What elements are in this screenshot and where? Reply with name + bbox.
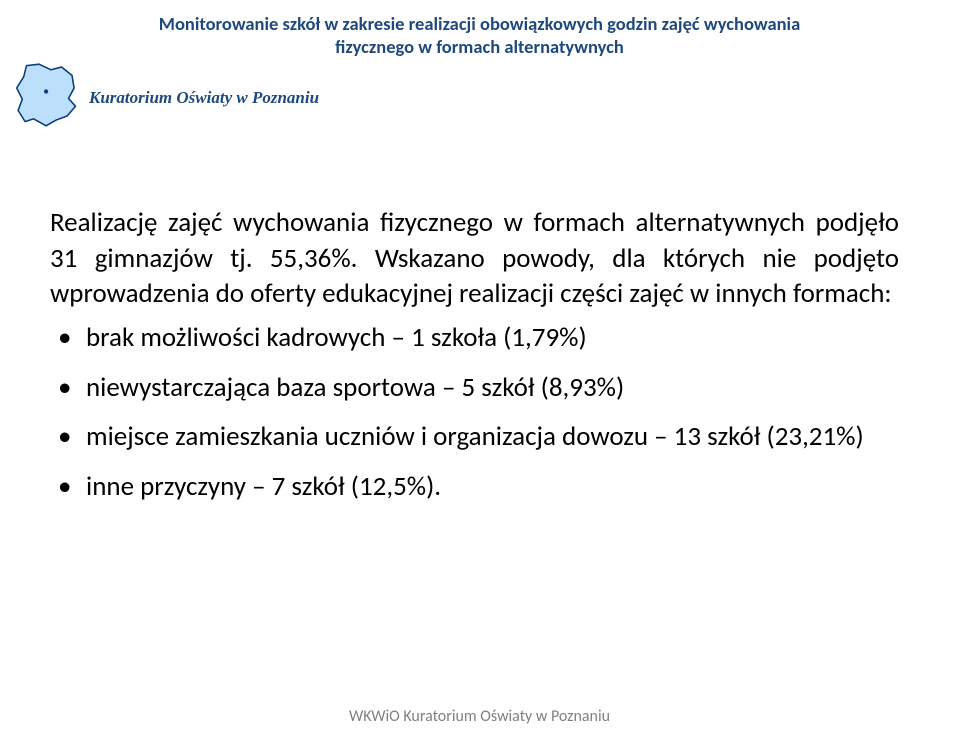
logo-block: Kuratorium Oświaty w Poznaniu (10, 60, 319, 135)
footer-text: WKWiO Kuratorium Oświaty w Poznaniu (0, 707, 959, 726)
list-item: brak możliwości kadrowych – 1 szkoła (1,… (80, 320, 899, 356)
header-title-line1: Monitorowanie szkół w zakresie realizacj… (80, 12, 879, 35)
slide-root: Monitorowanie szkół w zakresie realizacj… (0, 0, 959, 746)
bullet-list: brak możliwości kadrowych – 1 szkoła (1,… (50, 320, 899, 505)
body-content: Realizację zajęć wychowania fizycznego w… (50, 205, 899, 518)
header-title: Monitorowanie szkół w zakresie realizacj… (0, 12, 959, 58)
body-paragraph: Realizację zajęć wychowania fizycznego w… (50, 205, 899, 312)
logo-text: Kuratorium Oświaty w Poznaniu (89, 88, 319, 108)
region-map-icon (10, 60, 85, 135)
list-item: niewystarczająca baza sportowa – 5 szkół… (80, 370, 899, 406)
list-item: inne przyczyny – 7 szkół (12,5%). (80, 469, 899, 505)
header-title-line2: fizycznego w formach alternatywnych (80, 35, 879, 58)
list-item: miejsce zamieszkania uczniów i organizac… (80, 419, 899, 455)
